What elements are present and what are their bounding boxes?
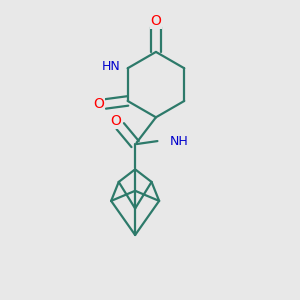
Text: O: O <box>110 114 121 128</box>
Text: HN: HN <box>101 60 120 73</box>
Text: O: O <box>151 14 161 28</box>
Text: NH: NH <box>169 135 188 148</box>
Text: O: O <box>93 97 104 111</box>
